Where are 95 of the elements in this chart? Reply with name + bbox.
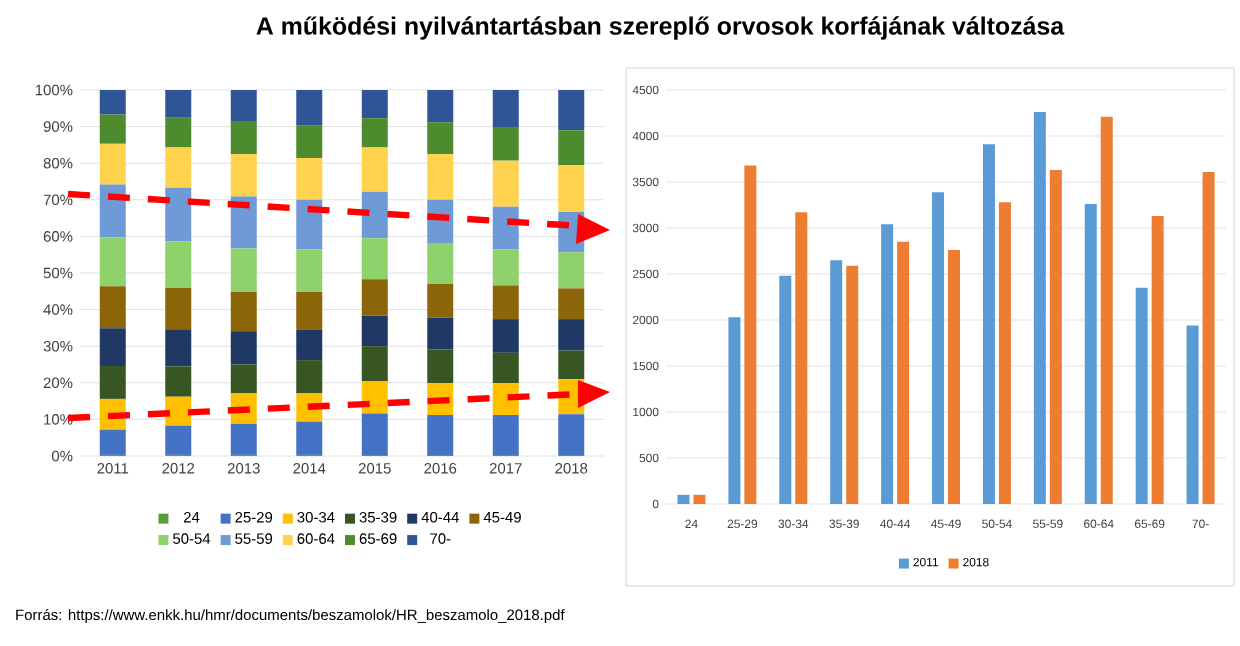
bar — [230, 121, 257, 155]
bar — [165, 90, 192, 118]
bar — [361, 346, 388, 382]
bar — [982, 144, 995, 504]
bar — [558, 165, 585, 212]
bar — [296, 421, 323, 455]
bar — [296, 125, 323, 159]
bar — [230, 364, 257, 394]
bar — [296, 90, 323, 126]
bar — [492, 249, 519, 286]
bar — [361, 147, 388, 192]
bar — [1135, 287, 1148, 504]
bar — [99, 114, 126, 144]
bar — [165, 366, 192, 397]
bar — [558, 414, 585, 455]
bar — [881, 224, 894, 504]
bar — [558, 350, 585, 380]
bar — [693, 494, 706, 504]
bar — [296, 360, 323, 394]
bar — [427, 122, 454, 155]
bar — [830, 260, 843, 504]
bar — [948, 250, 961, 504]
bar — [165, 187, 192, 242]
text: A működési nyilvántartásban szereplő orvosok korfájának változása — [256, 16, 1065, 40]
bar — [361, 90, 388, 119]
bar — [296, 329, 323, 361]
bar — [361, 118, 388, 148]
bar — [230, 248, 257, 293]
bar — [897, 241, 910, 504]
bar — [846, 265, 859, 504]
bar — [230, 90, 257, 122]
bar — [427, 415, 454, 455]
bar — [744, 165, 757, 504]
bar — [99, 90, 126, 115]
bar — [998, 202, 1011, 504]
bar — [230, 423, 257, 455]
bar — [492, 90, 519, 127]
bar — [492, 206, 519, 250]
bar — [296, 158, 323, 200]
bar — [492, 415, 519, 455]
bar — [296, 249, 323, 293]
bar — [492, 383, 519, 416]
bar — [558, 130, 585, 166]
bar — [1084, 204, 1097, 504]
bar — [99, 286, 126, 329]
bar — [165, 396, 192, 426]
bar — [361, 279, 388, 316]
bar — [677, 494, 690, 504]
bar — [361, 381, 388, 414]
bar — [1202, 171, 1215, 504]
bar — [165, 329, 192, 367]
bar — [492, 352, 519, 384]
bar — [1186, 325, 1199, 504]
bar — [1033, 112, 1046, 504]
bar — [558, 252, 585, 289]
bar — [165, 117, 192, 148]
bar — [1049, 170, 1062, 504]
bar — [165, 425, 192, 455]
bar — [99, 328, 126, 366]
bar — [1100, 116, 1113, 504]
bar — [492, 160, 519, 207]
bar — [558, 90, 585, 131]
bar — [427, 317, 454, 350]
bar — [361, 238, 388, 280]
bar — [427, 90, 454, 123]
bar — [99, 237, 126, 287]
bar — [165, 147, 192, 188]
bar — [230, 292, 257, 332]
bar — [427, 349, 454, 384]
bar — [492, 319, 519, 353]
bar — [165, 241, 192, 288]
bar — [427, 283, 454, 318]
bar — [728, 317, 741, 504]
bar — [427, 154, 454, 200]
bar — [99, 365, 126, 399]
bar — [427, 242, 454, 284]
bar — [230, 154, 257, 197]
bar — [779, 275, 792, 504]
bar — [492, 126, 519, 161]
bar — [99, 429, 126, 455]
bar — [99, 184, 126, 238]
bar — [795, 212, 808, 504]
bar — [296, 292, 323, 330]
bar — [361, 315, 388, 347]
bar — [932, 192, 945, 504]
bar — [230, 331, 257, 365]
bar — [361, 413, 388, 455]
bar — [492, 285, 519, 320]
bar — [558, 319, 585, 351]
bar — [1151, 216, 1164, 504]
bar — [99, 143, 126, 185]
bar — [296, 199, 323, 250]
bar — [361, 191, 388, 239]
bar — [558, 288, 585, 320]
bar — [165, 287, 192, 330]
